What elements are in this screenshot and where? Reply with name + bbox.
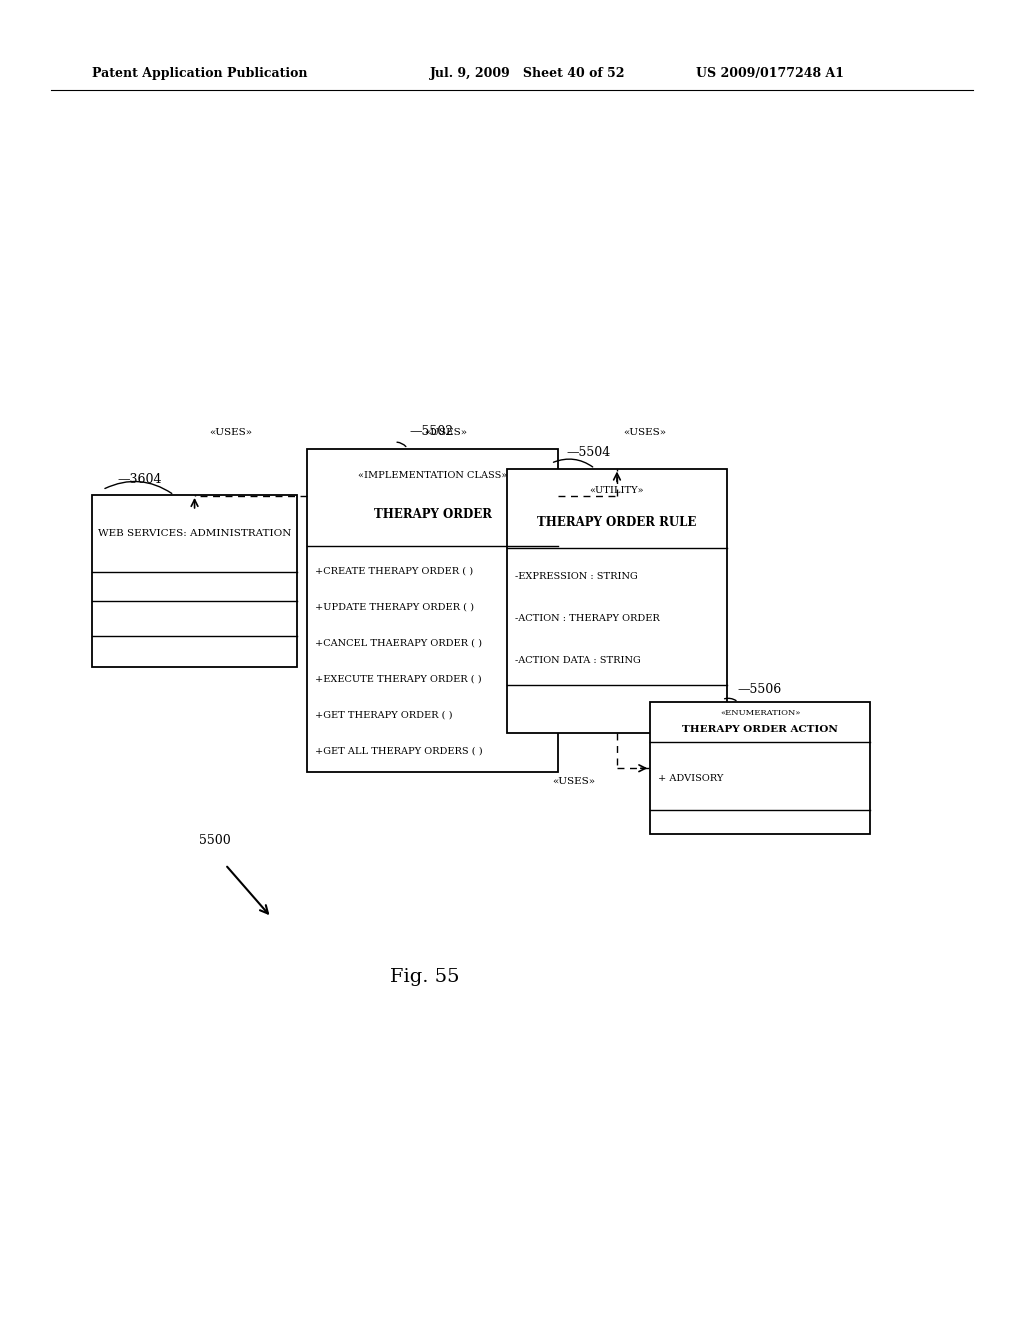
Bar [507, 469, 727, 733]
Text: «ENUMERATION»: «ENUMERATION» [720, 709, 801, 717]
Text: -EXPRESSION : STRING: -EXPRESSION : STRING [515, 573, 638, 581]
Text: —3604: —3604 [118, 473, 162, 486]
Text: +GET ALL THERAPY ORDERS ( ): +GET ALL THERAPY ORDERS ( ) [315, 746, 483, 755]
Text: THERAPY ORDER ACTION: THERAPY ORDER ACTION [682, 725, 839, 734]
Text: Jul. 9, 2009   Sheet 40 of 52: Jul. 9, 2009 Sheet 40 of 52 [430, 67, 626, 81]
Text: «IMPLEMENTATION CLASS»: «IMPLEMENTATION CLASS» [358, 471, 507, 480]
Text: 5500: 5500 [199, 834, 231, 847]
Text: +GET THERAPY ORDER ( ): +GET THERAPY ORDER ( ) [315, 710, 453, 719]
Text: -ACTION DATA : STRING: -ACTION DATA : STRING [515, 656, 641, 665]
Text: +CREATE THERAPY ORDER ( ): +CREATE THERAPY ORDER ( ) [315, 566, 473, 576]
Text: WEB SERVICES: ADMINISTRATION: WEB SERVICES: ADMINISTRATION [98, 529, 291, 539]
Text: +UPDATE THERAPY ORDER ( ): +UPDATE THERAPY ORDER ( ) [315, 602, 474, 611]
Text: «USES»: «USES» [209, 429, 252, 437]
Bar [650, 702, 870, 834]
Text: «USES»: «USES» [424, 429, 467, 437]
Text: Patent Application Publication: Patent Application Publication [92, 67, 307, 81]
Text: —5506: —5506 [737, 682, 781, 696]
Text: THERAPY ORDER RULE: THERAPY ORDER RULE [538, 516, 696, 529]
Text: US 2009/0177248 A1: US 2009/0177248 A1 [696, 67, 845, 81]
Text: +CANCEL THAERAPY ORDER ( ): +CANCEL THAERAPY ORDER ( ) [315, 639, 482, 647]
Bar [307, 449, 558, 772]
Bar [92, 495, 297, 667]
Text: + ADVISORY: + ADVISORY [658, 775, 724, 783]
Text: -ACTION : THERAPY ORDER: -ACTION : THERAPY ORDER [515, 614, 659, 623]
Text: «USES»: «USES» [624, 429, 667, 437]
Text: «USES»: «USES» [552, 777, 595, 785]
Text: «UTILITY»: «UTILITY» [590, 486, 644, 495]
Text: —5504: —5504 [566, 446, 610, 459]
Text: Fig. 55: Fig. 55 [390, 968, 460, 986]
Text: THERAPY ORDER: THERAPY ORDER [374, 508, 492, 521]
Text: +EXECUTE THERAPY ORDER ( ): +EXECUTE THERAPY ORDER ( ) [315, 675, 482, 684]
Text: —5502: —5502 [410, 425, 454, 438]
